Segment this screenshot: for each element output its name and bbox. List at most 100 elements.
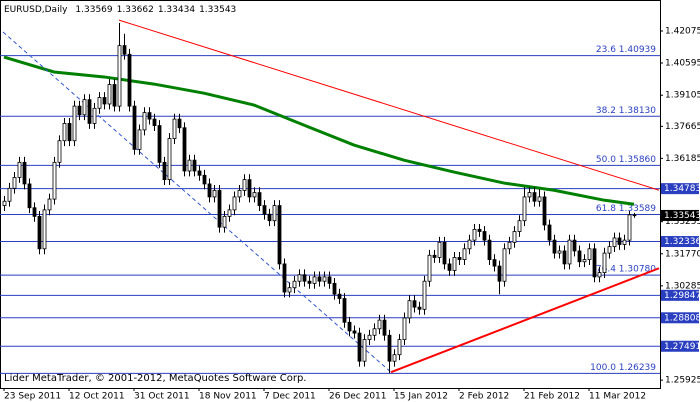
fibo-label: 23.6 1.40939 [596, 45, 656, 55]
price-label: 1.28808 [664, 313, 700, 323]
candle-body [452, 257, 457, 271]
candle-body [22, 161, 27, 185]
last-price-box [661, 209, 699, 221]
candle-body [237, 190, 242, 198]
y-tick-label: 1.39105 [665, 91, 700, 101]
axis: 1.42075 1.40595 1.39105 1.37665 1.36185 1.332… [3, 27, 700, 402]
candle-body [337, 293, 342, 299]
candle-body [202, 174, 207, 185]
y-tick-label: 1.30285 [665, 281, 700, 291]
candle-body [172, 118, 177, 139]
candle-body [607, 246, 612, 254]
lines [2, 19, 660, 374]
candle-body [382, 319, 387, 336]
y-tick-label: 1.25925 [665, 376, 700, 386]
trendline [390, 267, 660, 374]
candle-body [502, 248, 507, 282]
candle-body [432, 254, 437, 258]
candle-body [87, 99, 92, 124]
x-tick-label: 23 Sep 2011 [4, 392, 61, 402]
candle-body [577, 250, 582, 263]
candle-body [122, 45, 127, 55]
ohlc-high: 1.33662 [117, 5, 154, 15]
candle-body [62, 123, 67, 142]
candle-body [522, 196, 527, 222]
x-tick-label: 21 Feb 2012 [524, 392, 580, 402]
price-label: 1.34783 [664, 184, 700, 194]
candle-body [177, 118, 182, 129]
candle-body [557, 250, 562, 254]
candle-body [572, 239, 577, 252]
candle-body [342, 298, 347, 323]
candle-body [417, 306, 422, 310]
candle-body [362, 339, 367, 362]
candle-body [42, 209, 47, 250]
candle-body [612, 237, 617, 248]
candle-body [127, 53, 132, 107]
candle-body [447, 263, 452, 271]
candle-body [512, 231, 517, 243]
fibo-label: 61.8 1.33589 [596, 204, 656, 214]
candle-body [602, 252, 607, 273]
candle-body [457, 257, 462, 261]
candle-body [477, 228, 482, 232]
candle-body [482, 231, 487, 241]
candle-body [517, 220, 522, 232]
candle-body [262, 205, 267, 215]
candle-body [47, 198, 52, 211]
candle-body [117, 45, 122, 107]
candle-body [617, 237, 622, 245]
price-label: 1.27491 [664, 342, 700, 352]
x-tick-label: 11 Mar 2012 [589, 392, 646, 402]
price-box [661, 236, 699, 248]
candle-body [287, 287, 292, 293]
candle-body [27, 183, 32, 209]
candle-body [227, 209, 232, 217]
candle-body [487, 239, 492, 261]
candle-body [497, 265, 502, 282]
y-tick-label: 1.36185 [665, 154, 700, 164]
y-tick-label: 1.31770 [665, 249, 700, 259]
candle-body [277, 205, 282, 265]
candle-body [492, 259, 497, 267]
symbol: EURUSD,Daily [4, 5, 68, 15]
candle-body [282, 263, 287, 293]
candle-body [312, 276, 317, 284]
candle-body [142, 112, 147, 131]
candle-body [582, 259, 587, 263]
y-tick-label: 1.37665 [665, 122, 700, 132]
candle-body [297, 274, 302, 282]
candle-body [82, 99, 87, 116]
candle-body [57, 140, 62, 163]
candle-body [132, 105, 137, 150]
candle-body [92, 107, 97, 124]
candle-body [587, 248, 592, 261]
candle-body [527, 192, 532, 198]
candle-body [162, 161, 167, 181]
candle-body [507, 241, 512, 250]
x-tick-label: 15 Jan 2012 [394, 392, 448, 402]
candle-body [77, 105, 82, 116]
candle-body [537, 196, 542, 202]
candle-body [252, 192, 257, 198]
fibo-label: 38.2 1.38130 [596, 106, 656, 116]
x-tick-label: 18 Nov 2011 [199, 392, 257, 402]
candle-body [367, 334, 372, 340]
candle-body [357, 332, 362, 362]
candle-body [532, 192, 537, 202]
candle-body [632, 214, 637, 217]
candle-body [37, 215, 42, 250]
candle-body [402, 317, 407, 340]
candle-body [182, 127, 187, 172]
candle-body [102, 97, 107, 105]
candle-body [272, 205, 277, 222]
price-box [661, 340, 699, 352]
fibo-label: 76.4 1.30780 [596, 265, 656, 275]
candles [2, 22, 637, 374]
candle-body [107, 84, 112, 105]
candle-body [207, 183, 212, 198]
candle-body [167, 138, 172, 181]
candle-body [412, 300, 417, 308]
fibo-label: 50.0 1.35860 [596, 155, 656, 165]
candle-body [327, 276, 332, 284]
